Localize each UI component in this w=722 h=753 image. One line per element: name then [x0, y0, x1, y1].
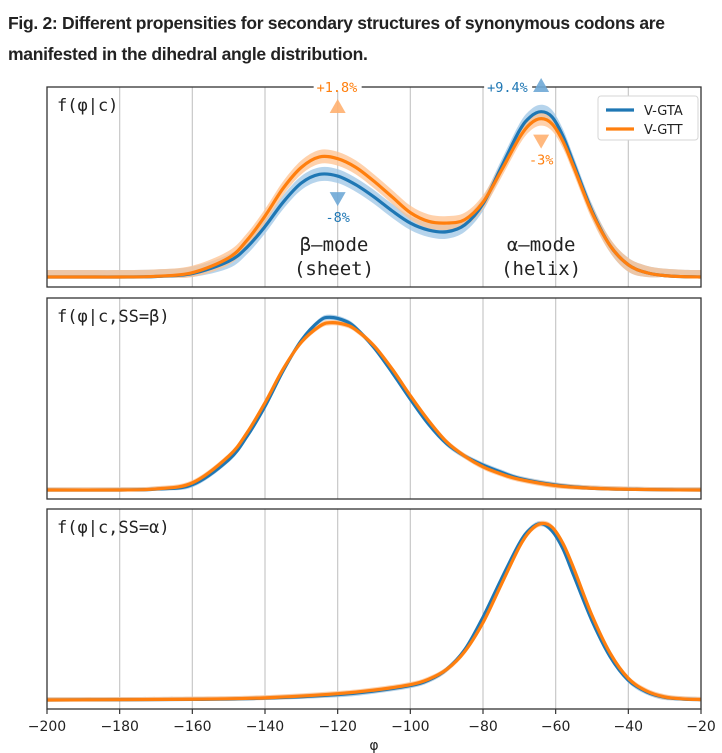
up-triangle-icon — [329, 99, 346, 113]
mode-label: (sheet) — [294, 258, 374, 280]
down-triangle-icon — [533, 134, 550, 149]
series-group — [47, 520, 701, 702]
annotation-label: -8% — [325, 210, 349, 226]
mode-label: (helix) — [501, 258, 581, 280]
band-v-gtt — [47, 520, 701, 701]
figure-title: Fig. 2: Different propensities for secon… — [8, 13, 665, 64]
legend-label: V-GTT — [644, 123, 683, 138]
axes-frame — [46, 297, 702, 500]
x-tick-label: −200 — [28, 719, 66, 735]
x-tick-label: −160 — [173, 719, 211, 735]
down-triangle-icon — [329, 192, 346, 207]
legend: V-GTA V-GTT — [597, 95, 699, 141]
line-v-gtt — [47, 117, 701, 279]
line-v-gtt — [47, 521, 701, 702]
line-v-gtt — [47, 321, 701, 492]
x-tick-label: −80 — [468, 719, 498, 735]
x-tick-label: −140 — [246, 719, 284, 735]
up-triangle-icon — [533, 78, 550, 92]
x-tick-label: −60 — [541, 719, 571, 735]
mode-label: α–mode — [507, 234, 576, 256]
panel-middle: f(φ|c,SS=β) — [46, 297, 702, 500]
mode-label: β–mode — [300, 234, 369, 256]
plot-area — [47, 509, 701, 709]
x-tick-label: −40 — [614, 719, 644, 735]
x-axis-label: φ — [369, 738, 378, 753]
x-tick-label: −180 — [100, 719, 138, 735]
panel-title: f(φ|c) — [57, 96, 118, 116]
panel-title: f(φ|c,SS=β) — [57, 307, 170, 327]
panel-top: f(φ|c) +1.8% -8% +9.4% -3% β–mode(sheet) α–mod… — [46, 77, 702, 288]
band-v-gta — [47, 104, 701, 278]
series-group — [47, 104, 701, 279]
annotation-label: +1.8% — [317, 80, 358, 96]
axes-frame — [46, 508, 702, 710]
legend-label: V-GTA — [644, 104, 683, 119]
panel-title: f(φ|c,SS=α) — [57, 518, 170, 538]
series-group — [47, 314, 701, 492]
x-tick-label: −20 — [686, 719, 716, 735]
panel-bottom: f(φ|c,SS=α) −200 −180 −160 −140 −120 −100 −80 −6… — [28, 508, 716, 753]
annotation-label: +9.4% — [487, 80, 528, 96]
annotation-label: -3% — [529, 153, 553, 169]
x-tick-label: −120 — [318, 719, 356, 735]
x-tick-label: −100 — [391, 719, 429, 735]
axes-frame — [46, 86, 702, 288]
plot-area — [47, 298, 701, 499]
